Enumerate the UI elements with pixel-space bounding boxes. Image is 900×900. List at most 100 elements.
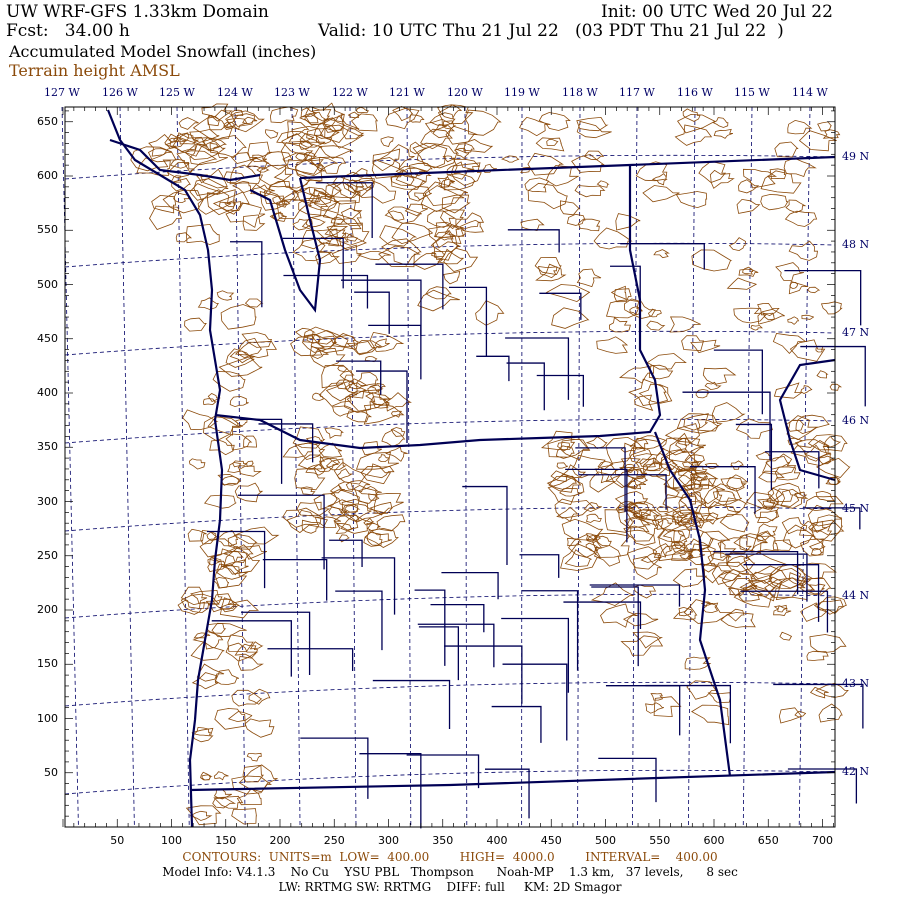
terrain-contour [727,608,745,622]
terrain-contour [534,257,562,276]
terrain-contour [276,130,315,145]
terrain-contour [437,248,465,265]
terrain-contour [385,107,420,130]
terrain-contour [231,689,263,707]
terrain-contour [305,436,323,445]
terrain-contour [695,388,709,399]
terrain-contour [620,442,639,453]
latitude-label: 48 N [842,238,870,251]
terrain-contour [627,480,639,490]
terrain-contour [538,112,571,131]
terrain-contour [672,568,708,588]
terrain-contour [318,442,343,458]
terrain-contour [390,169,415,187]
terrain-contour [760,170,802,194]
terrain-contour [765,455,791,470]
terrain-contour [455,143,475,154]
terrain-contour [656,505,669,513]
longitude-line [798,106,811,828]
terrain-contour [321,364,355,389]
county-line [802,507,861,530]
terrain-contour [712,490,737,502]
terrain-contour [242,764,264,783]
terrain-contour [200,529,217,545]
terrain-contour [726,277,757,290]
terrain-contour [371,157,405,179]
terrain-contour [681,335,705,352]
terrain-contour [347,179,373,197]
terrain-contour [758,470,785,483]
terrain-contour [244,718,275,738]
longitude-label: 118 W [562,86,598,99]
terrain-contour [727,587,741,596]
terrain-contour [434,221,461,238]
terrain-contour [664,485,681,499]
terrain-contour [782,524,816,549]
terrain-contour [677,114,716,134]
terrain-contour [207,559,228,573]
terrain-contour [417,289,460,312]
terrain-contour [773,382,803,399]
terrain-contour [702,367,737,385]
terrain-contour [801,314,815,320]
longitude-label: 114 W [792,86,828,99]
county-line [784,269,862,326]
terrain-contour [679,552,694,560]
terrain-contour [265,129,279,139]
terrain-contour [234,643,259,658]
terrain-contour [211,622,247,638]
terrain-contour [363,403,405,425]
terrain-contour [300,107,318,118]
terrain-contour [431,251,446,257]
terrain-contour [738,586,765,602]
terrain-contour [338,481,354,492]
terrain-contour [437,104,463,120]
terrain-contour [225,117,248,131]
border-line [653,431,732,777]
county-line [341,279,422,336]
terrain-contour [618,505,646,529]
terrain-contour [615,213,641,231]
terrain-contour [745,576,783,602]
county-line [589,584,681,607]
border-line [106,109,224,828]
latitude-line [64,418,836,444]
county-line [372,679,451,729]
terrain-contour [639,457,656,468]
county-line [521,590,579,671]
terrain-contour [204,494,237,509]
x-grid-label: 100 [161,834,182,847]
terrain-contour [646,320,666,331]
terrain-contour [309,188,339,212]
terrain-contour [610,466,646,489]
terrain-contour [429,112,456,126]
terrain-contour [176,150,218,173]
terrain-contour [795,562,838,580]
terrain-contour [626,477,647,490]
terrain-contour [231,808,257,825]
terrain-contour [605,299,640,319]
terrain-contour [272,195,286,205]
terrain-contour [593,227,633,250]
terrain-contour [720,474,749,492]
county-line [505,337,570,400]
terrain-contour [691,249,733,272]
county-line [321,557,396,615]
county-line [354,291,390,334]
terrain-contour [225,202,266,228]
terrain-contour [246,157,270,170]
terrain-contour [750,565,788,593]
axis-ticks [62,107,835,828]
terrain-contour [786,415,819,441]
border-line [299,155,836,180]
terrain-contour [566,213,586,226]
longitude-line [464,106,468,828]
terrain-contour [799,520,833,543]
county-line [740,590,829,633]
terrain-contour [774,141,799,158]
county-line [519,554,560,578]
terrain-contour [733,307,767,324]
county-line [605,685,681,736]
x-grid-label: 200 [269,834,291,847]
terrain-contour [799,538,825,557]
